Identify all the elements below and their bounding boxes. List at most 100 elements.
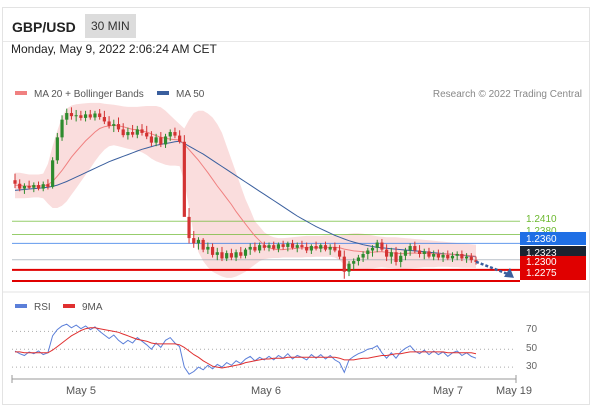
level-label-3: 1.2360 [526, 234, 557, 245]
candle-body [225, 253, 229, 259]
candle-body [60, 119, 64, 138]
chart-widget: GBP/USD 30 MIN [2, 7, 590, 405]
candle-body [206, 246, 210, 250]
candle-body [27, 185, 31, 188]
level-label-1: 1.2410 [526, 214, 557, 225]
ma20-legend-label: MA 20 + Bollinger Bands [34, 89, 144, 100]
x-label-may7: May 7 [433, 385, 463, 397]
rsi-tick-50: 50 [526, 343, 538, 354]
candle-body [65, 113, 69, 120]
candle-body [178, 135, 182, 142]
candle-body [413, 246, 417, 251]
level-tag-3 [520, 232, 586, 245]
candle-body [13, 180, 17, 184]
candle-body [36, 185, 41, 189]
level-label-2: 1.2380 [526, 226, 557, 237]
rsi-legend-label: RSI [34, 302, 51, 313]
candle-body [55, 137, 59, 161]
candle-body [93, 113, 97, 118]
candle-body [126, 132, 130, 136]
candle-body [319, 245, 323, 249]
research-credit: Research © 2022 Trading Central [433, 89, 582, 100]
candle-body [83, 114, 88, 118]
candle-body [427, 251, 431, 257]
x-label-may19: May 19 [496, 385, 532, 397]
candle-body [210, 246, 215, 255]
candle-body [46, 184, 50, 187]
candle-body [276, 244, 281, 249]
candle-body [394, 252, 398, 262]
candle-body [215, 252, 219, 255]
candle-body [243, 249, 248, 256]
timeframe-badge[interactable]: 30 MIN [85, 14, 136, 38]
level-label-4: 1.2323 [526, 248, 557, 259]
candle-body [88, 114, 92, 118]
candle-body [446, 254, 450, 259]
candle-body [286, 243, 290, 247]
candle-body [22, 185, 27, 189]
candle-body [196, 239, 201, 244]
candle-body [168, 132, 172, 137]
candle-body [375, 242, 379, 248]
candle-body [79, 115, 83, 118]
candle-body [116, 124, 121, 130]
candle-body [337, 250, 342, 257]
candle-body [159, 137, 163, 145]
candle-body [192, 238, 196, 244]
candle-body [258, 245, 262, 251]
candle-body [281, 244, 285, 247]
candle-body [403, 250, 408, 256]
level-tag-4 [520, 246, 586, 258]
x-label-may5: May 5 [66, 385, 96, 397]
candle-body [131, 132, 135, 135]
candle-body [229, 253, 233, 258]
rsi-legend-swatch [15, 304, 27, 308]
candle-body [352, 261, 356, 264]
candle-body [408, 246, 412, 251]
level-label-6: 1.2275 [526, 268, 557, 279]
candle-body [140, 129, 144, 133]
candle-body [328, 246, 332, 250]
candle-body [361, 254, 365, 258]
candle-body [436, 254, 440, 258]
rsi-tick-70: 70 [526, 324, 538, 335]
candle-body [272, 245, 276, 249]
candle-body [98, 113, 102, 118]
candle-body [417, 250, 422, 254]
candle-body [32, 185, 36, 188]
candle-body [149, 136, 154, 143]
ma20-legend-swatch [15, 91, 27, 95]
candle-body [182, 141, 186, 217]
rsi-tick-30: 30 [526, 361, 538, 372]
candle-body [107, 121, 111, 126]
candle-body [267, 245, 271, 248]
candle-body [121, 129, 125, 136]
candle-body [112, 124, 116, 126]
chart-header: GBP/USD 30 MIN [3, 8, 589, 42]
candle-body [41, 184, 45, 189]
candle-body [455, 254, 459, 256]
timestamp: Monday, May 9, 2022 2:06:24 AM CET [11, 42, 217, 56]
candle-body [385, 249, 389, 257]
candle-body [220, 252, 224, 259]
rsi-ma-legend-swatch [63, 304, 75, 308]
candle-body [356, 257, 360, 262]
candle-body [295, 245, 299, 248]
ma20-line [14, 124, 477, 257]
candle-body [248, 246, 252, 250]
rsi-ma-line [15, 327, 477, 369]
candle-body [74, 115, 78, 117]
level-tag-5 [520, 256, 586, 267]
candle-body [18, 183, 22, 189]
candle-body [474, 260, 478, 262]
rsi-ma-legend-label: 9MA [82, 302, 103, 313]
candle-body [432, 254, 436, 257]
candle-body [309, 246, 313, 251]
candle-body [187, 216, 191, 239]
candle-body [342, 256, 346, 272]
candle-body [370, 247, 375, 251]
x-label-may6: May 6 [251, 385, 281, 397]
candle-body [102, 117, 106, 122]
candle-body [305, 246, 309, 251]
